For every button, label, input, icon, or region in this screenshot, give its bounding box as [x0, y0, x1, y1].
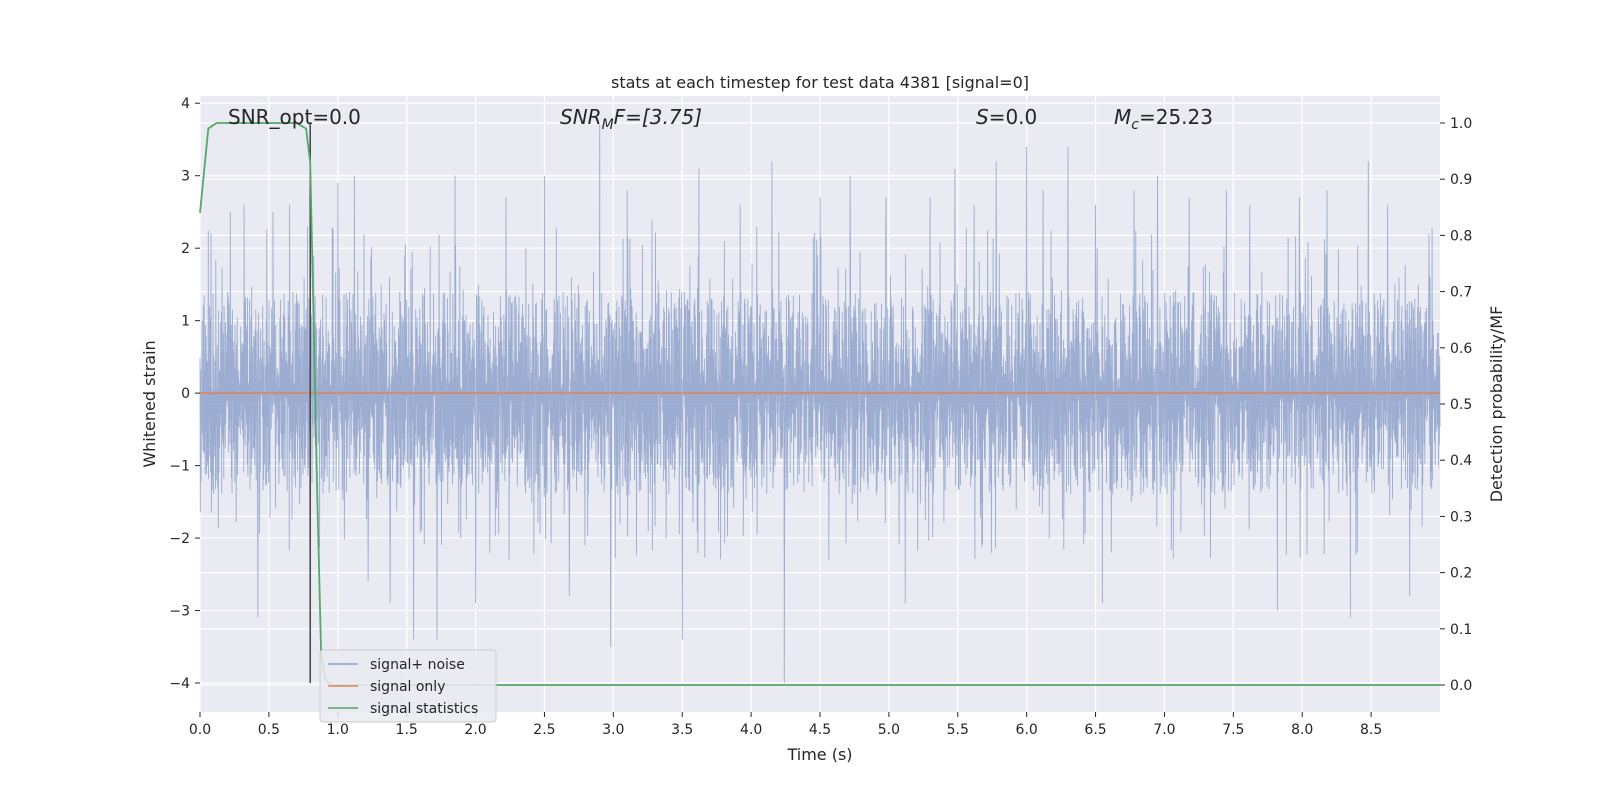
annotation-mc-var: M — [1114, 105, 1131, 129]
y-tick-label: −1 — [169, 459, 190, 475]
y-tick-label: −3 — [169, 604, 190, 620]
x-tick-label: 8.0 — [1291, 722, 1313, 738]
legend-box — [319, 649, 497, 723]
x-tick-label: 6.0 — [1016, 722, 1038, 738]
statistics-line — [199, 122, 1440, 686]
legend-label-signal-noise: signal+ noise — [370, 657, 465, 673]
x-tick-label: 3.0 — [602, 722, 624, 738]
annotation-mc-sub: c — [1131, 117, 1139, 133]
y-tick-labels-left: 4 3 2 1 0 −1 −2 −3 −4 — [169, 96, 200, 692]
y-tick-label-right: 0.0 — [1450, 678, 1472, 694]
y-tick-label: 2 — [181, 241, 190, 257]
y-tick-label-right: 0.6 — [1450, 341, 1472, 357]
x-tick-label: 1.5 — [396, 722, 418, 738]
x-tick-labels: 0.0 0.5 1.0 1.5 2.0 2.5 3.0 3.5 4.0 4.5 5.0 5.5 6.0 6… — [189, 712, 1382, 738]
y-tick-label: −4 — [169, 676, 190, 692]
plot-area — [199, 96, 1441, 712]
legend-label-signal-only: signal only — [370, 679, 445, 695]
x-tick-label: 7.0 — [1153, 722, 1175, 738]
y-tick-label: 4 — [181, 96, 190, 112]
y-tick-label-right: 0.2 — [1450, 566, 1472, 582]
y-tick-label-right: 1.0 — [1450, 116, 1472, 132]
x-tick-label: 0.0 — [189, 722, 211, 738]
x-tick-label: 5.0 — [878, 722, 900, 738]
annotation-snr-mf-suffix: F=[3.75] — [614, 105, 702, 129]
x-tick-label: 7.5 — [1222, 722, 1244, 738]
x-tick-label: 8.5 — [1360, 722, 1382, 738]
y-tick-label: 1 — [181, 314, 190, 330]
y-tick-label: −2 — [169, 531, 190, 547]
series-signal-statistics — [199, 122, 1440, 686]
y-tick-label-right: 0.9 — [1450, 172, 1472, 188]
x-tick-label: 6.5 — [1084, 722, 1106, 738]
annotation-mc-value: =25.23 — [1139, 105, 1213, 129]
annotation-snr-opt: SNR_opt=0.0 — [228, 105, 361, 129]
y-axis-label: Whitened strain — [140, 340, 159, 467]
x-tick-label: 2.5 — [533, 722, 555, 738]
y-tick-label: 3 — [181, 169, 190, 185]
legend: signal+ noise signal only signal statist… — [319, 649, 497, 723]
x-tick-label: 4.0 — [740, 722, 762, 738]
y-tick-label-right: 0.7 — [1450, 285, 1472, 301]
annotation-s: S=0.0 — [976, 105, 1037, 129]
annotation-snr-mf-sub: M — [602, 117, 614, 133]
x-tick-label: 1.0 — [327, 722, 349, 738]
annotation-snr-mf-prefix: SNR — [560, 105, 602, 129]
x-tick-label: 5.5 — [947, 722, 969, 738]
x-tick-label: 4.5 — [809, 722, 831, 738]
y-tick-label-right: 0.5 — [1450, 397, 1472, 413]
x-axis-label: Time (s) — [786, 745, 852, 764]
y-axis-label-right: Detection probability/MF — [1487, 306, 1506, 503]
annotation-s-value: =0.0 — [989, 105, 1038, 129]
series-signal-noise — [199, 124, 1441, 684]
y-tick-label: 0 — [181, 386, 190, 402]
noise-line — [199, 124, 1441, 684]
x-tick-label: 3.5 — [671, 722, 693, 738]
x-tick-label: 2.0 — [464, 722, 486, 738]
y-tick-label-right: 0.4 — [1450, 453, 1472, 469]
legend-label-signal-statistics: signal statistics — [370, 701, 478, 717]
annotation-mc: Mc=25.23 — [1114, 105, 1213, 133]
annotation-s-var: S — [976, 105, 989, 129]
x-tick-label: 0.5 — [258, 722, 280, 738]
y-tick-labels-right: 1.0 0.9 0.8 0.7 0.6 0.5 0.4 0.3 0.2 0.1 0.0 — [1440, 116, 1472, 694]
chart-title: stats at each timestep for test data 438… — [611, 73, 1029, 92]
y-tick-label-right: 0.1 — [1450, 622, 1472, 638]
y-tick-label-right: 0.8 — [1450, 228, 1472, 244]
y-tick-label-right: 0.3 — [1450, 509, 1472, 525]
annotation-snr-mf: SNRMF=[3.75] — [560, 105, 702, 133]
